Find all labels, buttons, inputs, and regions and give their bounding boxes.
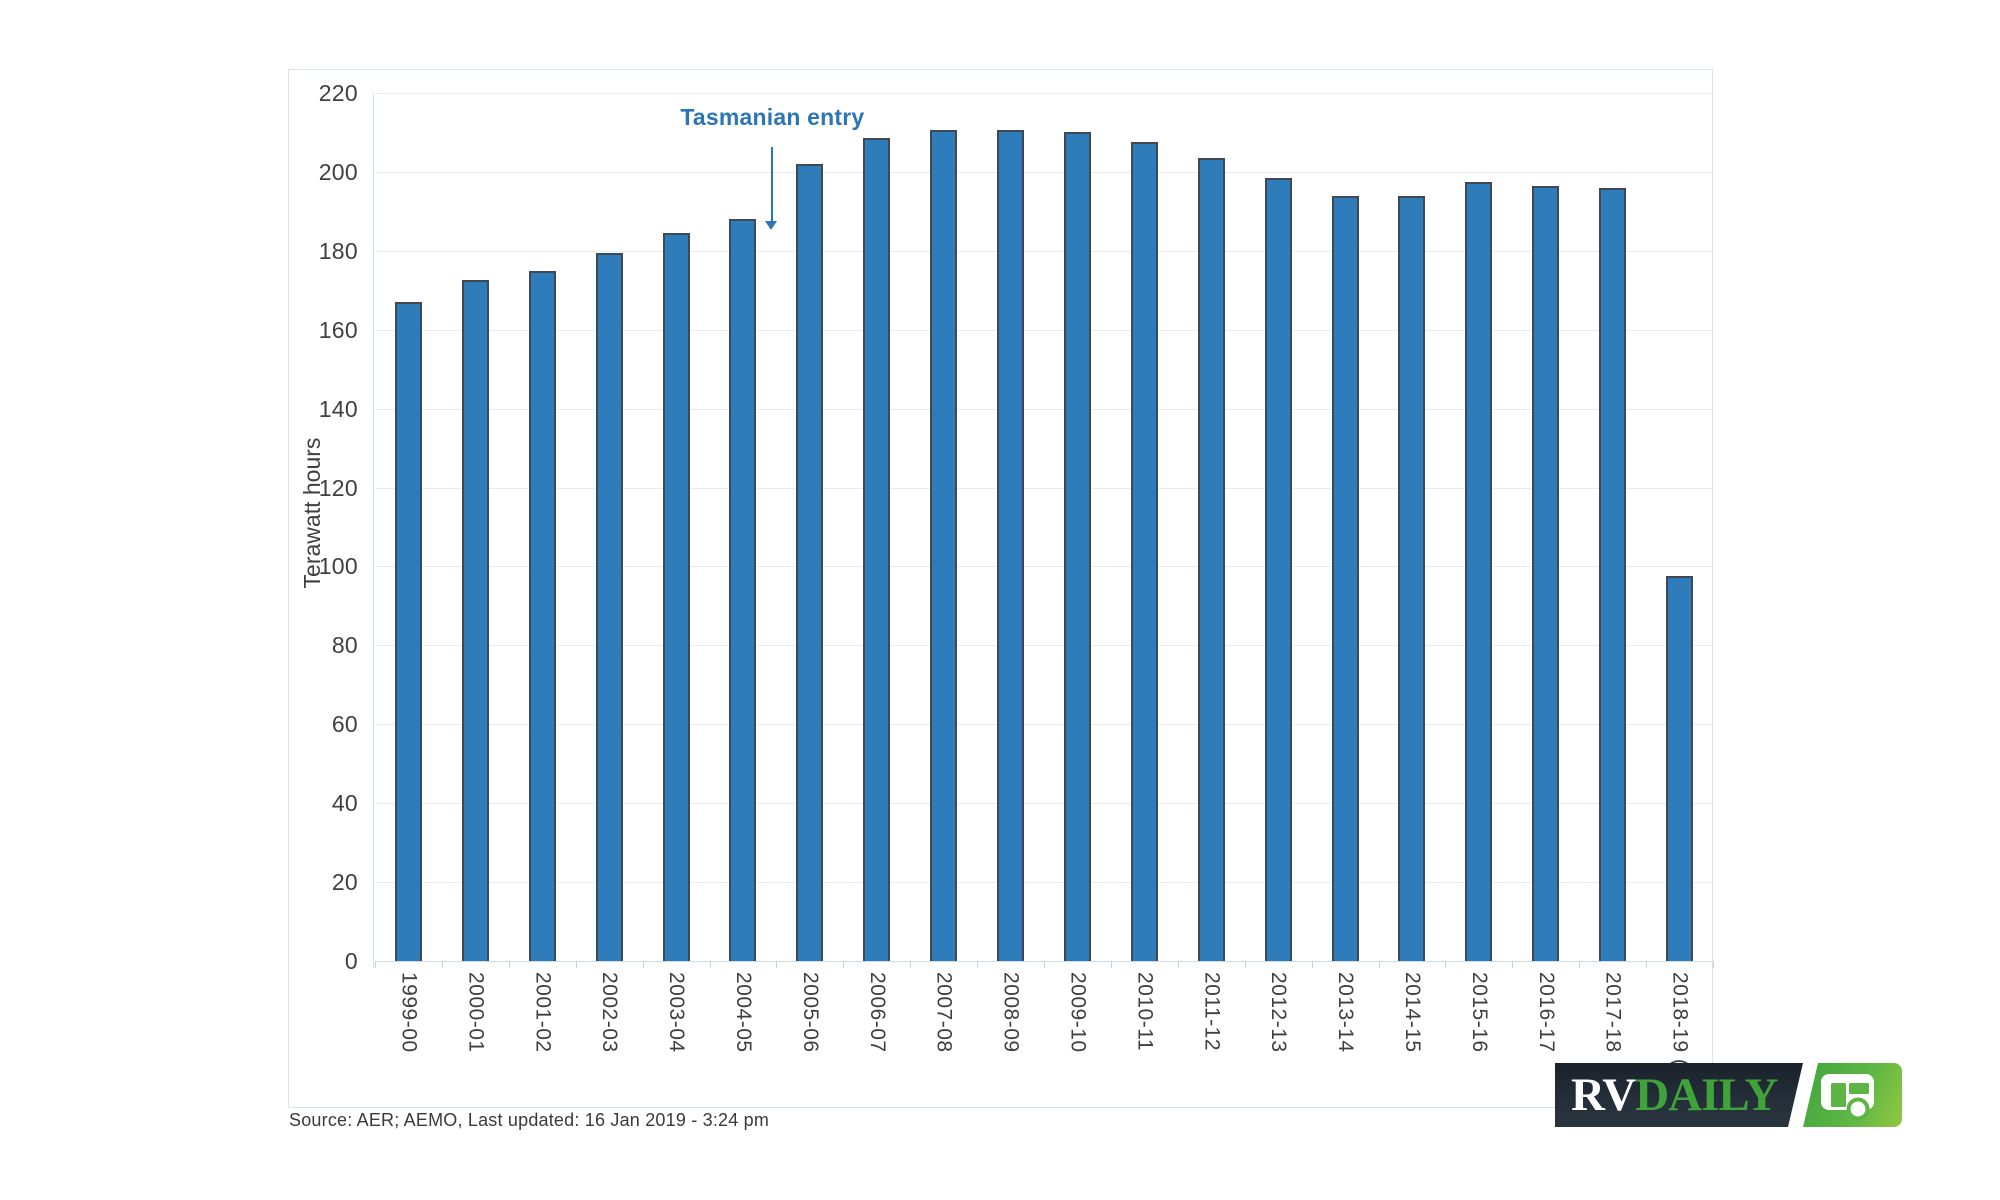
x-axis-tick: [1512, 961, 1514, 968]
grid-line: [375, 645, 1713, 647]
x-tick-label: 2013-14: [1334, 972, 1358, 1053]
y-tick-label: 200: [318, 158, 358, 185]
x-tick-label: 2010-11: [1133, 972, 1157, 1052]
x-tick-label: 2016-17: [1534, 972, 1558, 1053]
y-tick-label: 0: [344, 948, 358, 974]
grid-line: [375, 250, 1713, 252]
bar: [1197, 158, 1225, 961]
bar: [863, 138, 891, 961]
x-axis-tick: [776, 961, 778, 968]
y-tick-label: 80: [331, 632, 358, 659]
annotation-arrow-line: [771, 147, 774, 221]
x-tick-label: 2009-10: [1066, 972, 1090, 1053]
logo-green-panel: [1803, 1063, 1902, 1127]
grid-line: [375, 724, 1713, 726]
x-tick-label: 2001-02: [531, 972, 555, 1053]
bar: [1130, 142, 1158, 961]
bar: [997, 130, 1025, 961]
grid-line: [375, 171, 1713, 173]
x-axis-tick: [1378, 961, 1380, 968]
y-axis-line: [373, 93, 374, 968]
grid-line: [375, 408, 1713, 410]
caravan-icon: [1821, 1074, 1874, 1121]
annotation-label: Tasmanian entry: [680, 104, 865, 130]
x-tick-label: 1999-00: [397, 972, 421, 1053]
x-axis-tick: [1311, 961, 1313, 968]
x-axis-tick: [977, 961, 979, 968]
x-tick-label: 2003-04: [665, 972, 689, 1053]
x-axis-tick: [910, 961, 912, 968]
x-axis-tick: [709, 961, 711, 968]
logo-text-rv: RV: [1571, 1069, 1636, 1121]
x-tick-label: 2014-15: [1400, 972, 1424, 1053]
bar: [528, 270, 556, 961]
bar: [1465, 181, 1493, 961]
bar: [394, 302, 422, 961]
x-axis-tick: [1177, 961, 1179, 968]
x-tick-label: 2011-12: [1200, 972, 1224, 1052]
x-axis-tick: [1044, 961, 1045, 968]
grid-line: [375, 566, 1713, 568]
y-tick-label: 120: [318, 474, 358, 501]
rvdaily-logo: RV DAILY: [1555, 1063, 1902, 1127]
bar: [1599, 187, 1627, 961]
bar: [1264, 177, 1292, 961]
y-tick-label: 20: [331, 869, 358, 896]
grid-line: [375, 803, 1713, 805]
bar: [1532, 185, 1560, 961]
y-tick-label: 140: [318, 395, 358, 422]
x-tick-label: 2008-09: [999, 972, 1023, 1053]
y-axis-title: Terawatt hours: [299, 437, 325, 589]
grid-line: [375, 882, 1713, 884]
x-tick-label: 2012-13: [1267, 972, 1291, 1053]
logo-dark-panel: RV DAILY: [1555, 1063, 1803, 1127]
bar: [1331, 195, 1359, 961]
bar: [796, 164, 824, 961]
bar: [662, 233, 690, 961]
grid-line: [375, 487, 1713, 489]
bar: [1666, 576, 1694, 961]
grid-line: [375, 93, 1713, 94]
x-axis-tick: [642, 961, 644, 968]
x-axis-tick: [441, 961, 443, 968]
bar: [1063, 132, 1091, 961]
x-axis-tick: [508, 961, 510, 968]
bar: [1398, 195, 1426, 961]
grid-line: [375, 329, 1713, 331]
x-tick-label: 2007-08: [932, 972, 956, 1053]
y-tick-label: 100: [318, 553, 358, 580]
logo-text-daily: DAILY: [1635, 1069, 1778, 1121]
x-tick-label: 2018-19 (: [1668, 972, 1692, 1067]
x-axis-tick: [1646, 961, 1648, 968]
x-axis-tick: [375, 961, 376, 968]
x-tick-label: 2002-03: [598, 972, 622, 1053]
x-tick-label: 2005-06: [798, 972, 822, 1053]
bar: [461, 280, 489, 961]
x-tick-label: 2004-05: [731, 972, 755, 1053]
x-axis-tick: [1244, 961, 1246, 968]
bar: [729, 219, 757, 961]
y-tick-label: 40: [331, 790, 358, 817]
x-axis-tick: [1110, 961, 1112, 968]
x-axis-tick: [1579, 961, 1581, 968]
x-tick-label: 2015-16: [1467, 972, 1491, 1053]
bar: [595, 252, 623, 961]
x-axis-tick: [1713, 961, 1714, 968]
x-axis-tick: [575, 961, 577, 968]
bar: [930, 130, 958, 961]
y-tick-label: 60: [331, 711, 358, 738]
y-tick-label: 220: [318, 80, 358, 106]
x-tick-label: 2017-18: [1601, 972, 1625, 1053]
y-tick-label: 160: [318, 316, 358, 343]
x-tick-label: 2006-07: [865, 972, 889, 1053]
source-note: Source: AER; AEMO, Last updated: 16 Jan …: [289, 1110, 770, 1130]
y-tick-label: 180: [318, 237, 358, 264]
x-tick-label: 2000-01: [464, 972, 488, 1053]
x-axis-tick: [1445, 961, 1447, 968]
annotation-arrow-head-icon: [765, 221, 778, 230]
x-axis-tick: [843, 961, 845, 968]
